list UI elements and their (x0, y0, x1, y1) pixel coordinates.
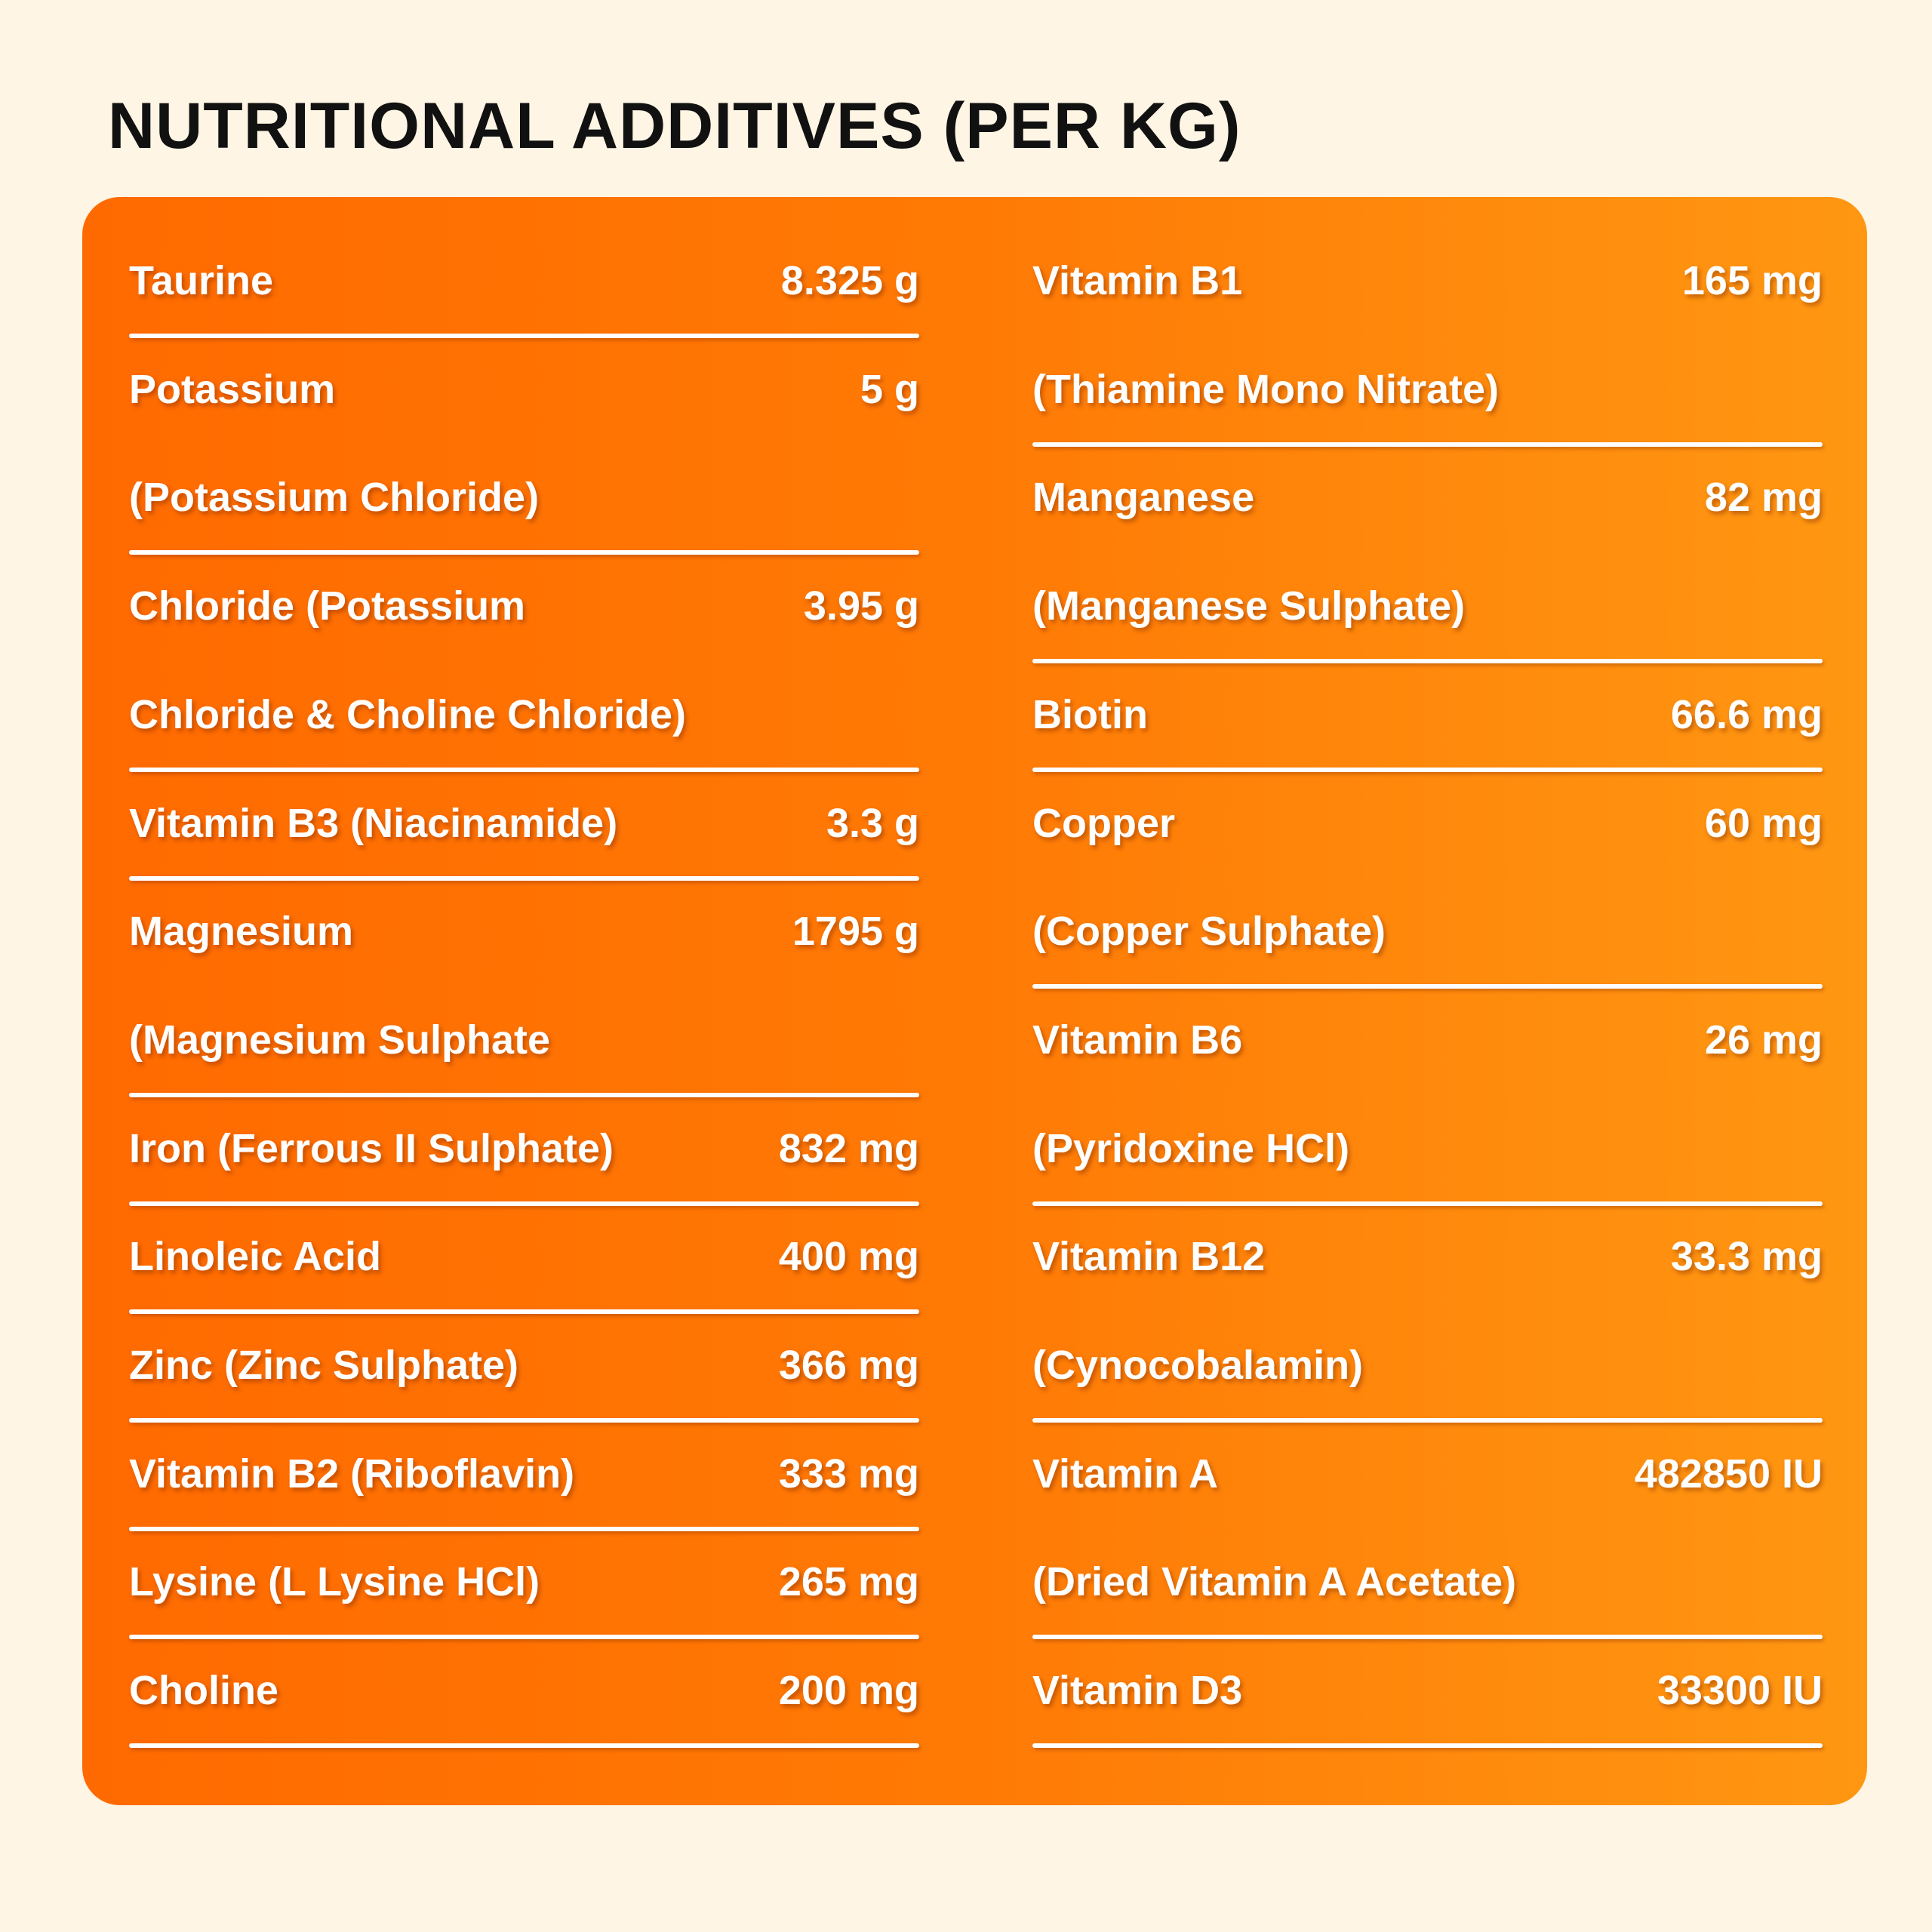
divider (129, 1526, 919, 1531)
item-name: Vitamin B12 (1032, 1234, 1266, 1280)
item-amount: 5 g (860, 366, 919, 412)
item-amount: 82 mg (1704, 475, 1823, 521)
divider (1032, 1201, 1823, 1206)
item-amount: 26 mg (1704, 1017, 1823, 1063)
item-name: Lysine (L Lysine HCl) (129, 1559, 540, 1605)
item-name: Biotin (1032, 691, 1148, 737)
divider (1032, 767, 1823, 772)
item-name: (Magnesium Sulphate (129, 1017, 551, 1063)
divider (1032, 984, 1823, 989)
divider (1032, 1418, 1823, 1423)
divider (129, 1309, 919, 1315)
item-amount: 3.3 g (826, 800, 919, 846)
item-name: Zinc (Zinc Sulphate) (129, 1343, 519, 1388)
item-name: Vitamin B1 (1032, 258, 1243, 303)
divider (129, 1743, 919, 1749)
item-name: (Copper Sulphate) (1032, 909, 1386, 955)
divider (1032, 441, 1823, 447)
item-name: Vitamin B6 (1032, 1017, 1243, 1063)
item-amount: 33.3 mg (1670, 1234, 1823, 1280)
item-name: Manganese (1032, 475, 1255, 521)
item-amount: 1795 g (792, 909, 919, 955)
item-amount: 3.95 g (803, 583, 919, 629)
item-name: Taurine (129, 258, 274, 303)
item-name: (Potassium Chloride) (129, 475, 540, 521)
item-name: Chloride & Choline Chloride) (129, 691, 686, 737)
item-amount: 8.325 g (780, 258, 919, 303)
divider (129, 1418, 919, 1423)
item-name: Potassium (129, 366, 336, 412)
item-name: (Dried Vitamin A Acetate) (1032, 1559, 1517, 1605)
item-name: Chloride (Potassium (129, 583, 526, 629)
item-name: Linoleic Acid (129, 1234, 382, 1280)
item-name: Iron (Ferrous II Sulphate) (129, 1125, 614, 1171)
item-amount: 60 mg (1704, 800, 1823, 846)
item-name: Vitamin B2 (Riboflavin) (129, 1451, 575, 1497)
item-amount: 832 mg (778, 1125, 919, 1171)
item-amount: 400 mg (778, 1234, 919, 1280)
title: NUTRITIONAL ADDITIVES (PER KG) (108, 90, 1241, 162)
item-name: Vitamin A (1032, 1451, 1219, 1497)
item-name: (Manganese Sulphate) (1032, 583, 1466, 629)
divider (129, 550, 919, 555)
item-name: (Cynocobalamin) (1032, 1343, 1364, 1388)
panel (82, 197, 1867, 1805)
item-name: Copper (1032, 800, 1175, 846)
item-amount: 333 mg (778, 1451, 919, 1497)
item-amount: 33300 IU (1657, 1668, 1823, 1714)
item-name: Magnesium (129, 909, 354, 955)
item-amount: 265 mg (778, 1559, 919, 1605)
divider (129, 1092, 919, 1097)
item-name: (Pyridoxine HCl) (1032, 1125, 1350, 1171)
item-amount: 165 mg (1681, 258, 1823, 303)
item-amount: 200 mg (778, 1668, 919, 1714)
divider (129, 1635, 919, 1640)
item-name: Choline (129, 1668, 278, 1714)
divider (129, 1201, 919, 1206)
item-amount: 66.6 mg (1670, 691, 1823, 737)
item-name: (Thiamine Mono Nitrate) (1032, 366, 1499, 412)
divider (1032, 1743, 1823, 1749)
divider (1032, 1635, 1823, 1640)
divider (129, 334, 919, 338)
divider (129, 767, 919, 772)
divider (129, 875, 919, 881)
item-amount: 482850 IU (1634, 1451, 1823, 1497)
divider (1032, 659, 1823, 664)
item-name: Vitamin B3 (Niacinamide) (129, 800, 618, 846)
item-amount: 366 mg (778, 1343, 919, 1388)
item-name: Vitamin D3 (1032, 1668, 1243, 1714)
